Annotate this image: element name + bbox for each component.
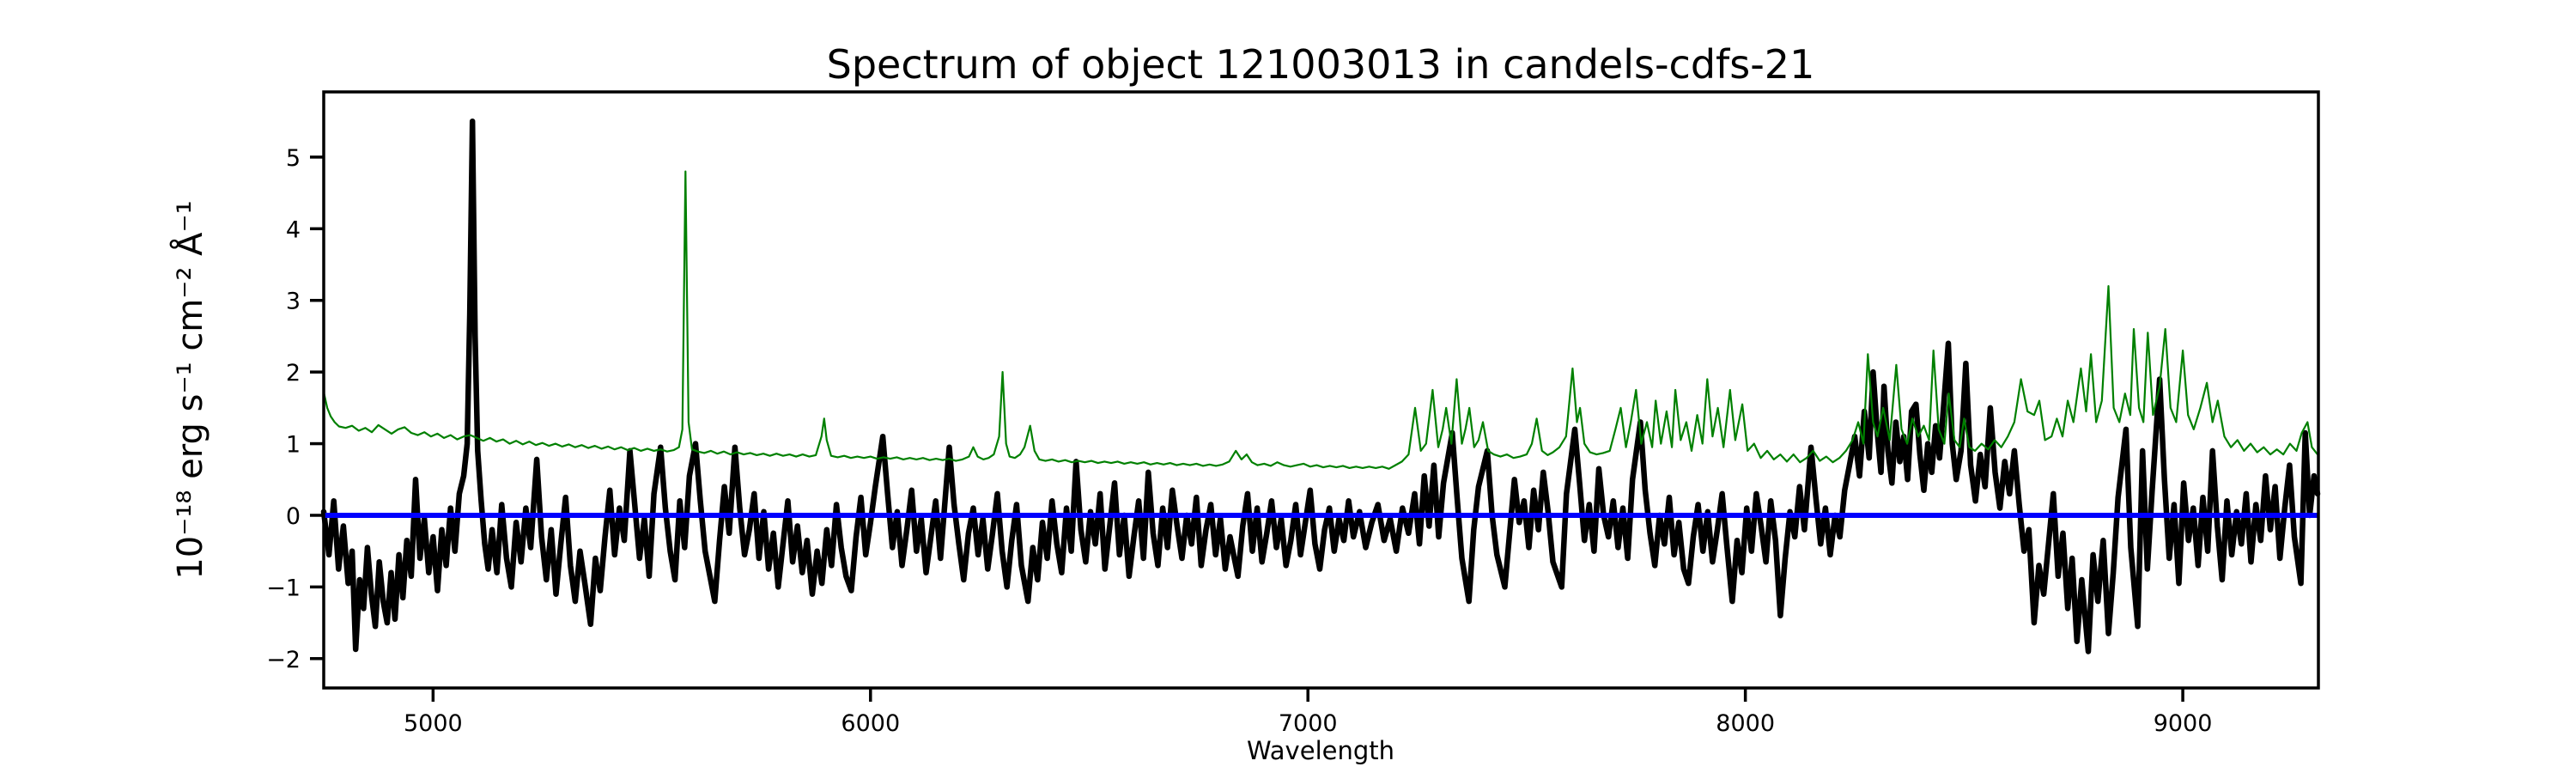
y-tick-label: 3 [286,289,301,315]
y-tick-label: 5 [286,145,301,172]
x-tick-label: 9000 [2154,710,2213,737]
axis-ticks: 5000 6000 7000 8000 9000 5 4 3 2 1 0 −1 −2 [266,145,2212,737]
x-axis-label: Wavelength [1247,736,1394,765]
y-tick-label: −2 [266,647,301,673]
y-tick-label: 2 [286,360,301,386]
y-tick-label: 1 [286,432,301,459]
x-tick-label: 6000 [841,710,900,737]
axes-frame [322,90,2320,690]
y-tick-label: −1 [266,575,301,601]
y-axis-label: 10⁻¹⁸ erg s⁻¹ cm⁻² Å⁻¹ [169,200,210,579]
y-tick-label: 4 [286,216,301,243]
x-tick-label: 8000 [1716,710,1775,737]
plot-title: Spectrum of object 121003013 in candels-… [827,41,1815,88]
x-tick-label: 7000 [1279,710,1338,737]
flux-line [320,118,2321,654]
plot-lines [320,118,2321,654]
x-tick-label: 5000 [404,710,463,737]
y-tick-label: 0 [286,503,301,530]
noise-line [322,170,2319,470]
